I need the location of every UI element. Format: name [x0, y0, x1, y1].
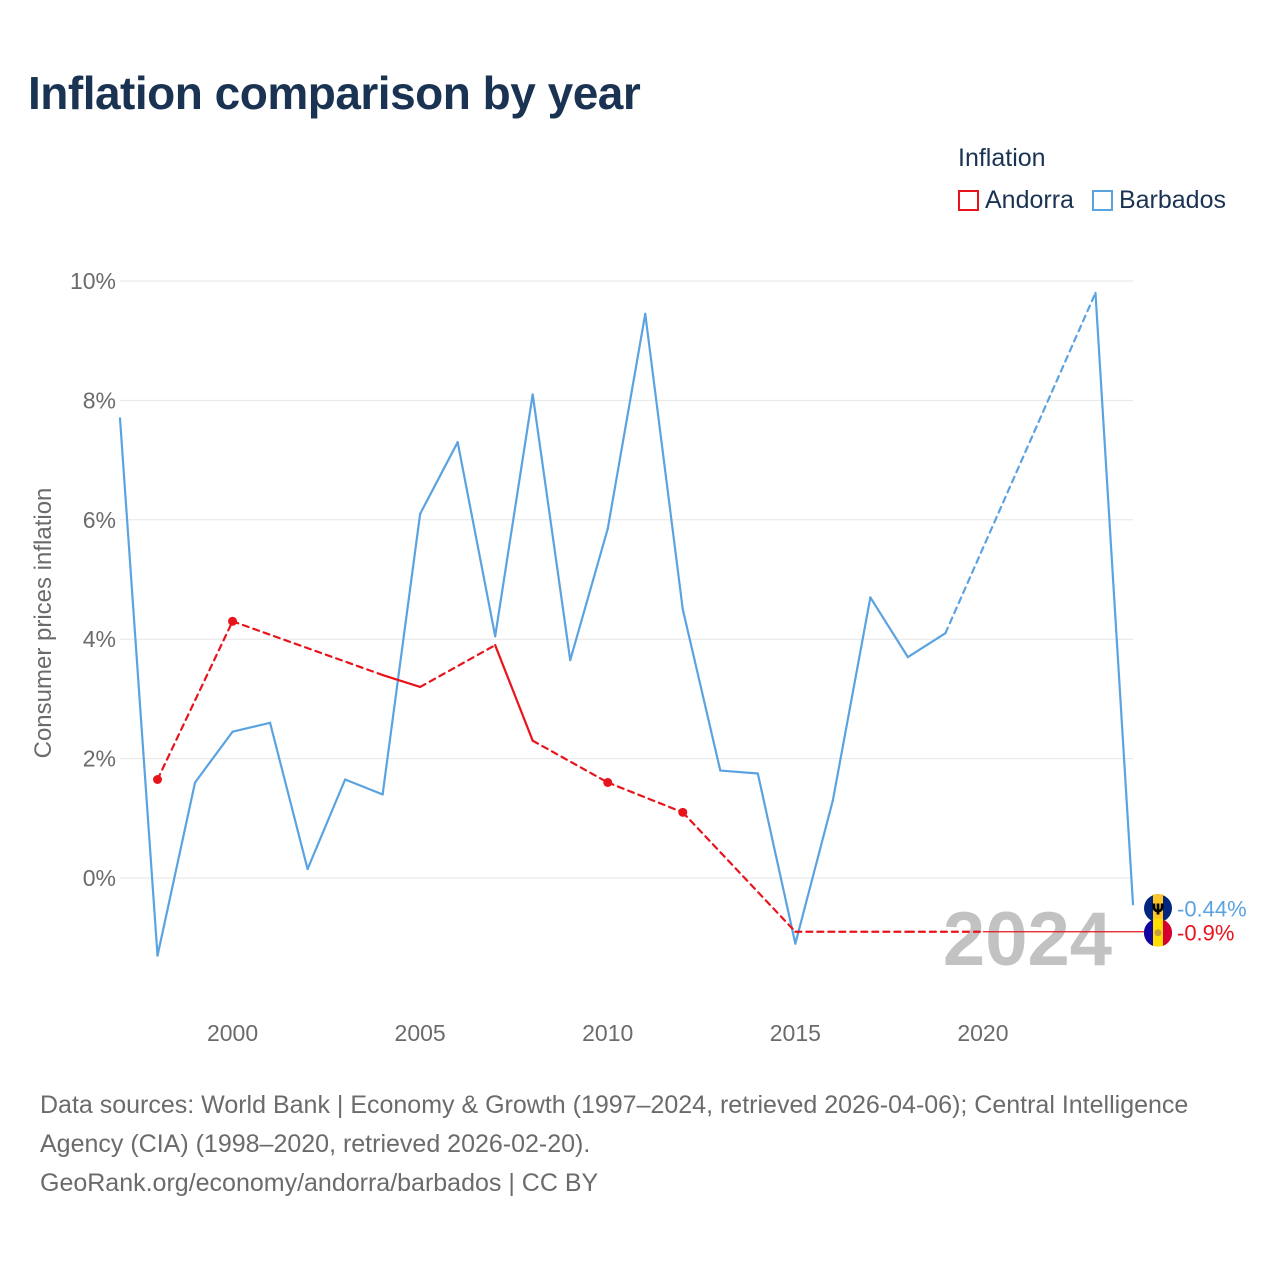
series-segment-barbados: [456, 441, 497, 638]
series-segment-barbados: [794, 799, 834, 945]
y-tick-label: 6%: [83, 507, 116, 533]
series-segment-barbados: [306, 778, 347, 871]
legend-item-andorra[interactable]: Andorra: [958, 186, 1074, 215]
series-segment-andorra: [419, 644, 497, 689]
series-segment-andorra: [606, 781, 684, 814]
credit-line: GeoRank.org/economy/andorra/barbados | C…: [40, 1169, 599, 1197]
series-segment-barbados: [268, 721, 309, 871]
series-segment-barbados: [906, 632, 947, 659]
data-point-andorra: [603, 777, 613, 787]
series-segment-andorra: [381, 673, 422, 689]
series-segment-barbados: [756, 772, 797, 945]
series-segment-barbados: [606, 312, 647, 530]
x-tick-label: 2020: [957, 1020, 1008, 1046]
y-tick-label: 10%: [70, 268, 116, 294]
series-segment-barbados: [681, 608, 722, 772]
series-segment-barbados: [118, 417, 159, 957]
series-segment-andorra: [494, 644, 534, 742]
data-point-andorra: [678, 807, 688, 817]
series-segment-barbados: [831, 596, 872, 802]
footer: Data sources: World Bank | Economy & Gro…: [40, 1086, 1240, 1203]
andorra-flag-blue: [1143, 919, 1153, 946]
y-tick-label: 2%: [83, 746, 116, 772]
line-chart: 0% 2% 4% 6% 8% 10% 2000 2005 2010 2015 2020 Consume…: [30, 268, 1247, 1046]
series-segment-barbados: [719, 769, 759, 775]
legend-label-andorra: Andorra: [985, 186, 1074, 214]
series-segment-andorra: [681, 811, 797, 933]
year-watermark: 2024: [943, 897, 1112, 982]
series-segment-barbados: [156, 781, 197, 957]
series-segment-barbados: [644, 312, 684, 611]
series-segment-barbados: [531, 393, 572, 662]
x-tick-label: 2010: [582, 1020, 633, 1046]
series-segment-barbados: [944, 291, 1097, 635]
series-segment-barbados: [869, 596, 909, 659]
legend: Andorra Barbados: [958, 186, 1226, 215]
y-tick-label: 4%: [83, 626, 116, 652]
legend-swatch-barbados: [1091, 190, 1113, 211]
legend-item-barbados[interactable]: Barbados: [1091, 186, 1226, 215]
andorra-flag-red: [1163, 919, 1173, 946]
series-segment-andorra: [156, 620, 234, 781]
barbados-trident-glyph: Ψ: [1152, 900, 1165, 918]
series-segment-andorra: [231, 620, 384, 677]
y-tick-label: 0%: [83, 865, 116, 891]
y-tick-label: 8%: [83, 387, 116, 413]
x-tick-label: 2000: [207, 1020, 258, 1046]
legend-label-barbados: Barbados: [1118, 186, 1226, 214]
andorra-end-label: -0.9%: [1177, 921, 1234, 946]
series-segment-barbados: [193, 730, 234, 784]
data-point-andorra: [153, 774, 163, 784]
series-segment-barbados: [1094, 291, 1135, 906]
series-segment-andorra: [531, 739, 609, 784]
series-segment-barbados: [381, 512, 422, 796]
barbados-end-label: -0.44%: [1177, 896, 1247, 921]
legend-title: Inflation: [958, 144, 1046, 172]
series-segment-barbados: [344, 778, 384, 796]
data-point-andorra: [228, 616, 238, 626]
data-sources: Data sources: World Bank | Economy & Gro…: [40, 1091, 1189, 1158]
y-axis-label: Consumer prices inflation: [30, 488, 57, 759]
chart-title: Inflation comparison by year: [28, 67, 641, 119]
legend-swatch-andorra: [958, 190, 979, 211]
x-tick-label: 2015: [770, 1020, 821, 1046]
barbados-flag-band: [1153, 894, 1163, 923]
series-segment-barbados: [231, 721, 272, 733]
series-segment-barbados: [494, 393, 534, 638]
x-tick-label: 2005: [395, 1020, 446, 1046]
series-segment-barbados: [569, 527, 609, 662]
andorra-flag-crest: [1154, 929, 1162, 937]
series-segment-barbados: [419, 441, 459, 515]
